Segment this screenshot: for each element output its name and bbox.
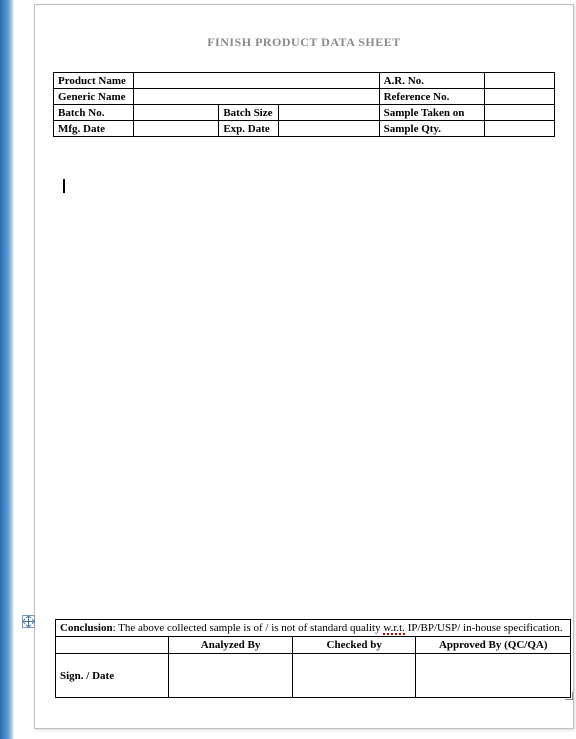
label-batch-no: Batch No. — [54, 105, 134, 121]
table-row: Sign. / Date — [56, 654, 571, 698]
sign-approved-value[interactable] — [416, 654, 571, 698]
corner-marker-icon — [565, 692, 573, 700]
value-sample-taken[interactable] — [484, 105, 554, 121]
text-cursor — [63, 179, 65, 193]
table-row: Analyzed By Checked by Approved By (QC/Q… — [56, 637, 571, 654]
label-ar-no: A.R. No. — [379, 73, 484, 89]
header-table: Product Name A.R. No. Generic Name Refer… — [53, 72, 555, 137]
sign-col-checked: Checked by — [292, 637, 416, 654]
table-anchor-icon[interactable] — [22, 615, 35, 628]
value-batch-size[interactable] — [279, 105, 379, 121]
sign-col-analyzed: Analyzed By — [169, 637, 293, 654]
value-exp-date[interactable] — [279, 121, 379, 137]
conclusion-row: Conclusion: The above collected sample i… — [55, 619, 571, 636]
sign-row-label: Sign. / Date — [56, 654, 169, 698]
document-page: FINISH PRODUCT DATA SHEET Product Name A… — [34, 4, 574, 729]
sign-analyzed-value[interactable] — [169, 654, 293, 698]
conclusion-pre: : The above collected sample is of / is … — [113, 622, 384, 634]
sign-col-approved: Approved By (QC/QA) — [416, 637, 571, 654]
label-sample-taken: Sample Taken on — [379, 105, 484, 121]
table-row: Mfg. Date Exp. Date Sample Qty. — [54, 121, 555, 137]
table-row: Generic Name Reference No. — [54, 89, 555, 105]
value-sample-qty[interactable] — [484, 121, 554, 137]
conclusion-wrt: w.r.t. — [383, 622, 405, 634]
label-sample-qty: Sample Qty. — [379, 121, 484, 137]
value-generic-name[interactable] — [134, 89, 379, 105]
bottom-block: Conclusion: The above collected sample i… — [55, 619, 571, 698]
label-mfg-date: Mfg. Date — [54, 121, 134, 137]
table-row: Batch No. Batch Size Sample Taken on — [54, 105, 555, 121]
sign-col-blank — [56, 637, 169, 654]
label-generic-name: Generic Name — [54, 89, 134, 105]
value-ar-no[interactable] — [484, 73, 554, 89]
value-product-name[interactable] — [134, 73, 379, 89]
label-reference-no: Reference No. — [379, 89, 484, 105]
value-reference-no[interactable] — [484, 89, 554, 105]
page-title: FINISH PRODUCT DATA SHEET — [53, 35, 555, 50]
conclusion-post: IP/BP/USP/ in-house specification. — [405, 622, 563, 634]
label-exp-date: Exp. Date — [219, 121, 279, 137]
value-mfg-date[interactable] — [134, 121, 219, 137]
sign-checked-value[interactable] — [292, 654, 416, 698]
conclusion-label: Conclusion — [60, 622, 113, 634]
label-batch-size: Batch Size — [219, 105, 279, 121]
table-row: Product Name A.R. No. — [54, 73, 555, 89]
value-batch-no[interactable] — [134, 105, 219, 121]
signature-table: Analyzed By Checked by Approved By (QC/Q… — [55, 636, 571, 698]
label-product-name: Product Name — [54, 73, 134, 89]
